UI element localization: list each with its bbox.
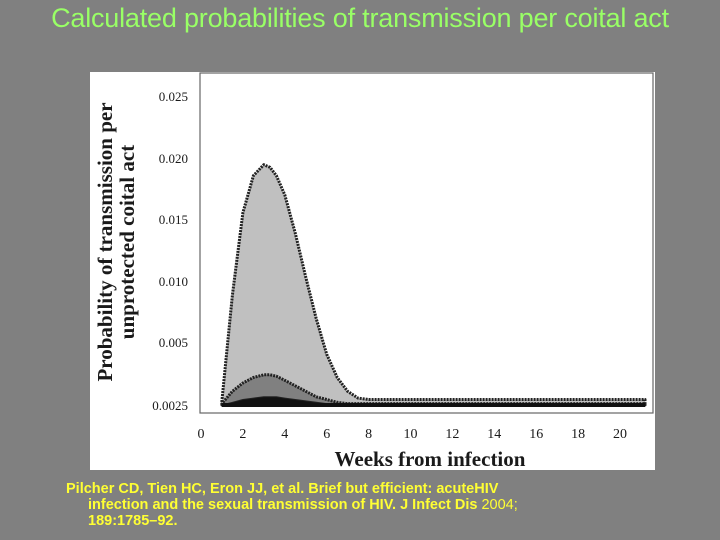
y-axis-ticks: 0.025 0.020 0.015 0.010 0.005 0.0025 bbox=[152, 89, 188, 413]
area-chart: 0.025 0.020 0.015 0.010 0.005 0.0025 0 2 4 6 8 10 1… bbox=[93, 72, 654, 470]
slide-title: Calculated probabilities of transmission… bbox=[51, 3, 669, 33]
x-tick-label: 10 bbox=[404, 427, 418, 442]
x-tick-label: 0 bbox=[198, 427, 205, 442]
citation-year: 2004; bbox=[477, 497, 518, 513]
chart-figure: 0.025 0.020 0.015 0.010 0.005 0.0025 0 2 4 6 8 10 1… bbox=[90, 72, 655, 470]
x-tick-label: 6 bbox=[323, 427, 330, 442]
citation-line2: infection and the sexual transmission of… bbox=[88, 497, 478, 513]
x-tick-label: 8 bbox=[365, 427, 372, 442]
y-tick-label: 0.020 bbox=[159, 151, 188, 166]
x-tick-label: 16 bbox=[529, 427, 543, 442]
citation: Pilcher CD, Tien HC, Eron JJ, et al. Bri… bbox=[66, 481, 706, 529]
baseline-band bbox=[221, 403, 645, 407]
y-axis-label-line2: unprotected coital act bbox=[115, 145, 139, 339]
y-axis-label-line1: Probability of transmission per bbox=[93, 102, 117, 381]
x-tick-label: 4 bbox=[281, 427, 288, 442]
x-tick-label: 18 bbox=[571, 427, 585, 442]
citation-line1: Pilcher CD, Tien HC, Eron JJ, et al. Bri… bbox=[66, 481, 499, 497]
citation-line3: 189:1785–92. bbox=[88, 513, 178, 529]
chart-areas bbox=[220, 163, 647, 407]
x-tick-label: 2 bbox=[239, 427, 246, 442]
y-tick-label: 0.005 bbox=[159, 335, 188, 350]
y-tick-label: 0.010 bbox=[159, 274, 188, 289]
x-tick-label: 12 bbox=[445, 427, 459, 442]
y-tick-label: 0.025 bbox=[159, 89, 188, 104]
x-axis-ticks: 0 2 4 6 8 10 12 14 16 18 20 bbox=[198, 427, 628, 442]
x-tick-label: 20 bbox=[613, 427, 627, 442]
x-axis-label: Weeks from infection bbox=[335, 447, 526, 470]
x-tick-label: 14 bbox=[487, 427, 501, 442]
y-tick-label: 0.015 bbox=[159, 212, 188, 227]
y-tick-label: 0.0025 bbox=[152, 398, 188, 413]
